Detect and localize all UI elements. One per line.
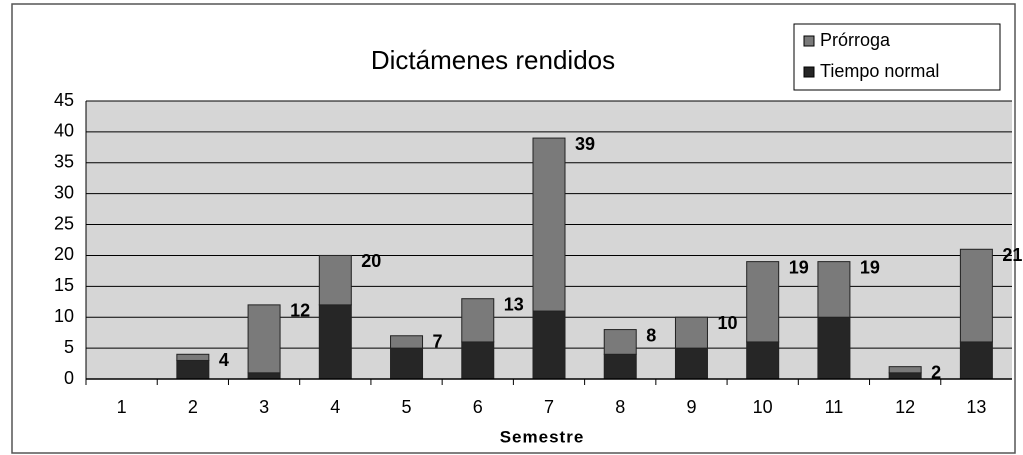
- data-label: 8: [646, 325, 656, 345]
- y-tick-label: 25: [54, 213, 74, 233]
- y-tick-label: 5: [64, 337, 74, 357]
- bar-segment: [390, 335, 424, 349]
- bar-segment: [390, 347, 424, 380]
- x-tick-label: 13: [966, 397, 986, 417]
- bar-segment: [318, 304, 352, 380]
- bar-segment: [176, 353, 210, 361]
- bar-segment: [817, 261, 851, 318]
- x-tick-label: 9: [686, 397, 696, 417]
- bar-segment: [247, 304, 281, 374]
- data-label: 12: [290, 301, 310, 321]
- x-tick-label: 1: [117, 397, 127, 417]
- bar-segment: [959, 341, 993, 380]
- bar-segment: [247, 372, 281, 380]
- data-label: 19: [789, 257, 809, 277]
- bar-segment: [959, 248, 993, 343]
- bar-segment: [603, 353, 637, 380]
- x-tick-label: 3: [259, 397, 269, 417]
- x-tick-label: 6: [473, 397, 483, 417]
- data-label: 10: [717, 313, 737, 333]
- y-tick-label: 45: [54, 90, 74, 110]
- data-label: 4: [219, 350, 229, 370]
- data-label: 20: [361, 251, 381, 271]
- bar-segment: [817, 316, 851, 380]
- y-tick-label: 15: [54, 275, 74, 295]
- x-tick-label: 8: [615, 397, 625, 417]
- data-label: 21: [1002, 245, 1022, 265]
- y-tick-label: 30: [54, 182, 74, 202]
- y-tick-label: 0: [64, 368, 74, 388]
- data-label: 39: [575, 134, 595, 154]
- bar-segment: [318, 254, 352, 306]
- bar-segment: [746, 261, 780, 343]
- bar-segment: [461, 341, 495, 380]
- x-axis-title: Semestre: [500, 427, 585, 446]
- bar-segment: [888, 372, 922, 380]
- y-tick-label: 35: [54, 152, 74, 172]
- bar-segment: [888, 366, 922, 374]
- data-label: 7: [433, 332, 443, 352]
- legend-swatch: [803, 35, 815, 47]
- bar-segment: [674, 316, 708, 349]
- x-tick-label: 4: [330, 397, 340, 417]
- bar-segment: [461, 298, 495, 343]
- data-label: 19: [860, 257, 880, 277]
- bar-segment: [176, 359, 210, 380]
- bar-segment: [674, 347, 708, 380]
- x-tick-label: 2: [188, 397, 198, 417]
- data-label: 2: [931, 362, 941, 382]
- x-tick-label: 7: [544, 397, 554, 417]
- data-label: 13: [504, 294, 524, 314]
- chart-title: Dictámenes rendidos: [371, 45, 615, 75]
- x-tick-label: 11: [825, 397, 844, 417]
- legend-label: Prórroga: [820, 30, 891, 50]
- y-tick-label: 40: [54, 121, 74, 141]
- bar-segment: [532, 137, 566, 312]
- x-tick-label: 10: [753, 397, 773, 417]
- x-tick-label: 5: [402, 397, 412, 417]
- bar-segment: [603, 329, 637, 355]
- legend-box: [793, 23, 1001, 91]
- x-tick-label: 12: [895, 397, 915, 417]
- legend-swatch: [803, 66, 815, 78]
- bar-segment: [532, 310, 566, 380]
- y-tick-label: 20: [54, 244, 74, 264]
- y-tick-label: 10: [54, 306, 74, 326]
- bar-segment: [746, 341, 780, 380]
- legend-label: Tiempo normal: [820, 61, 939, 81]
